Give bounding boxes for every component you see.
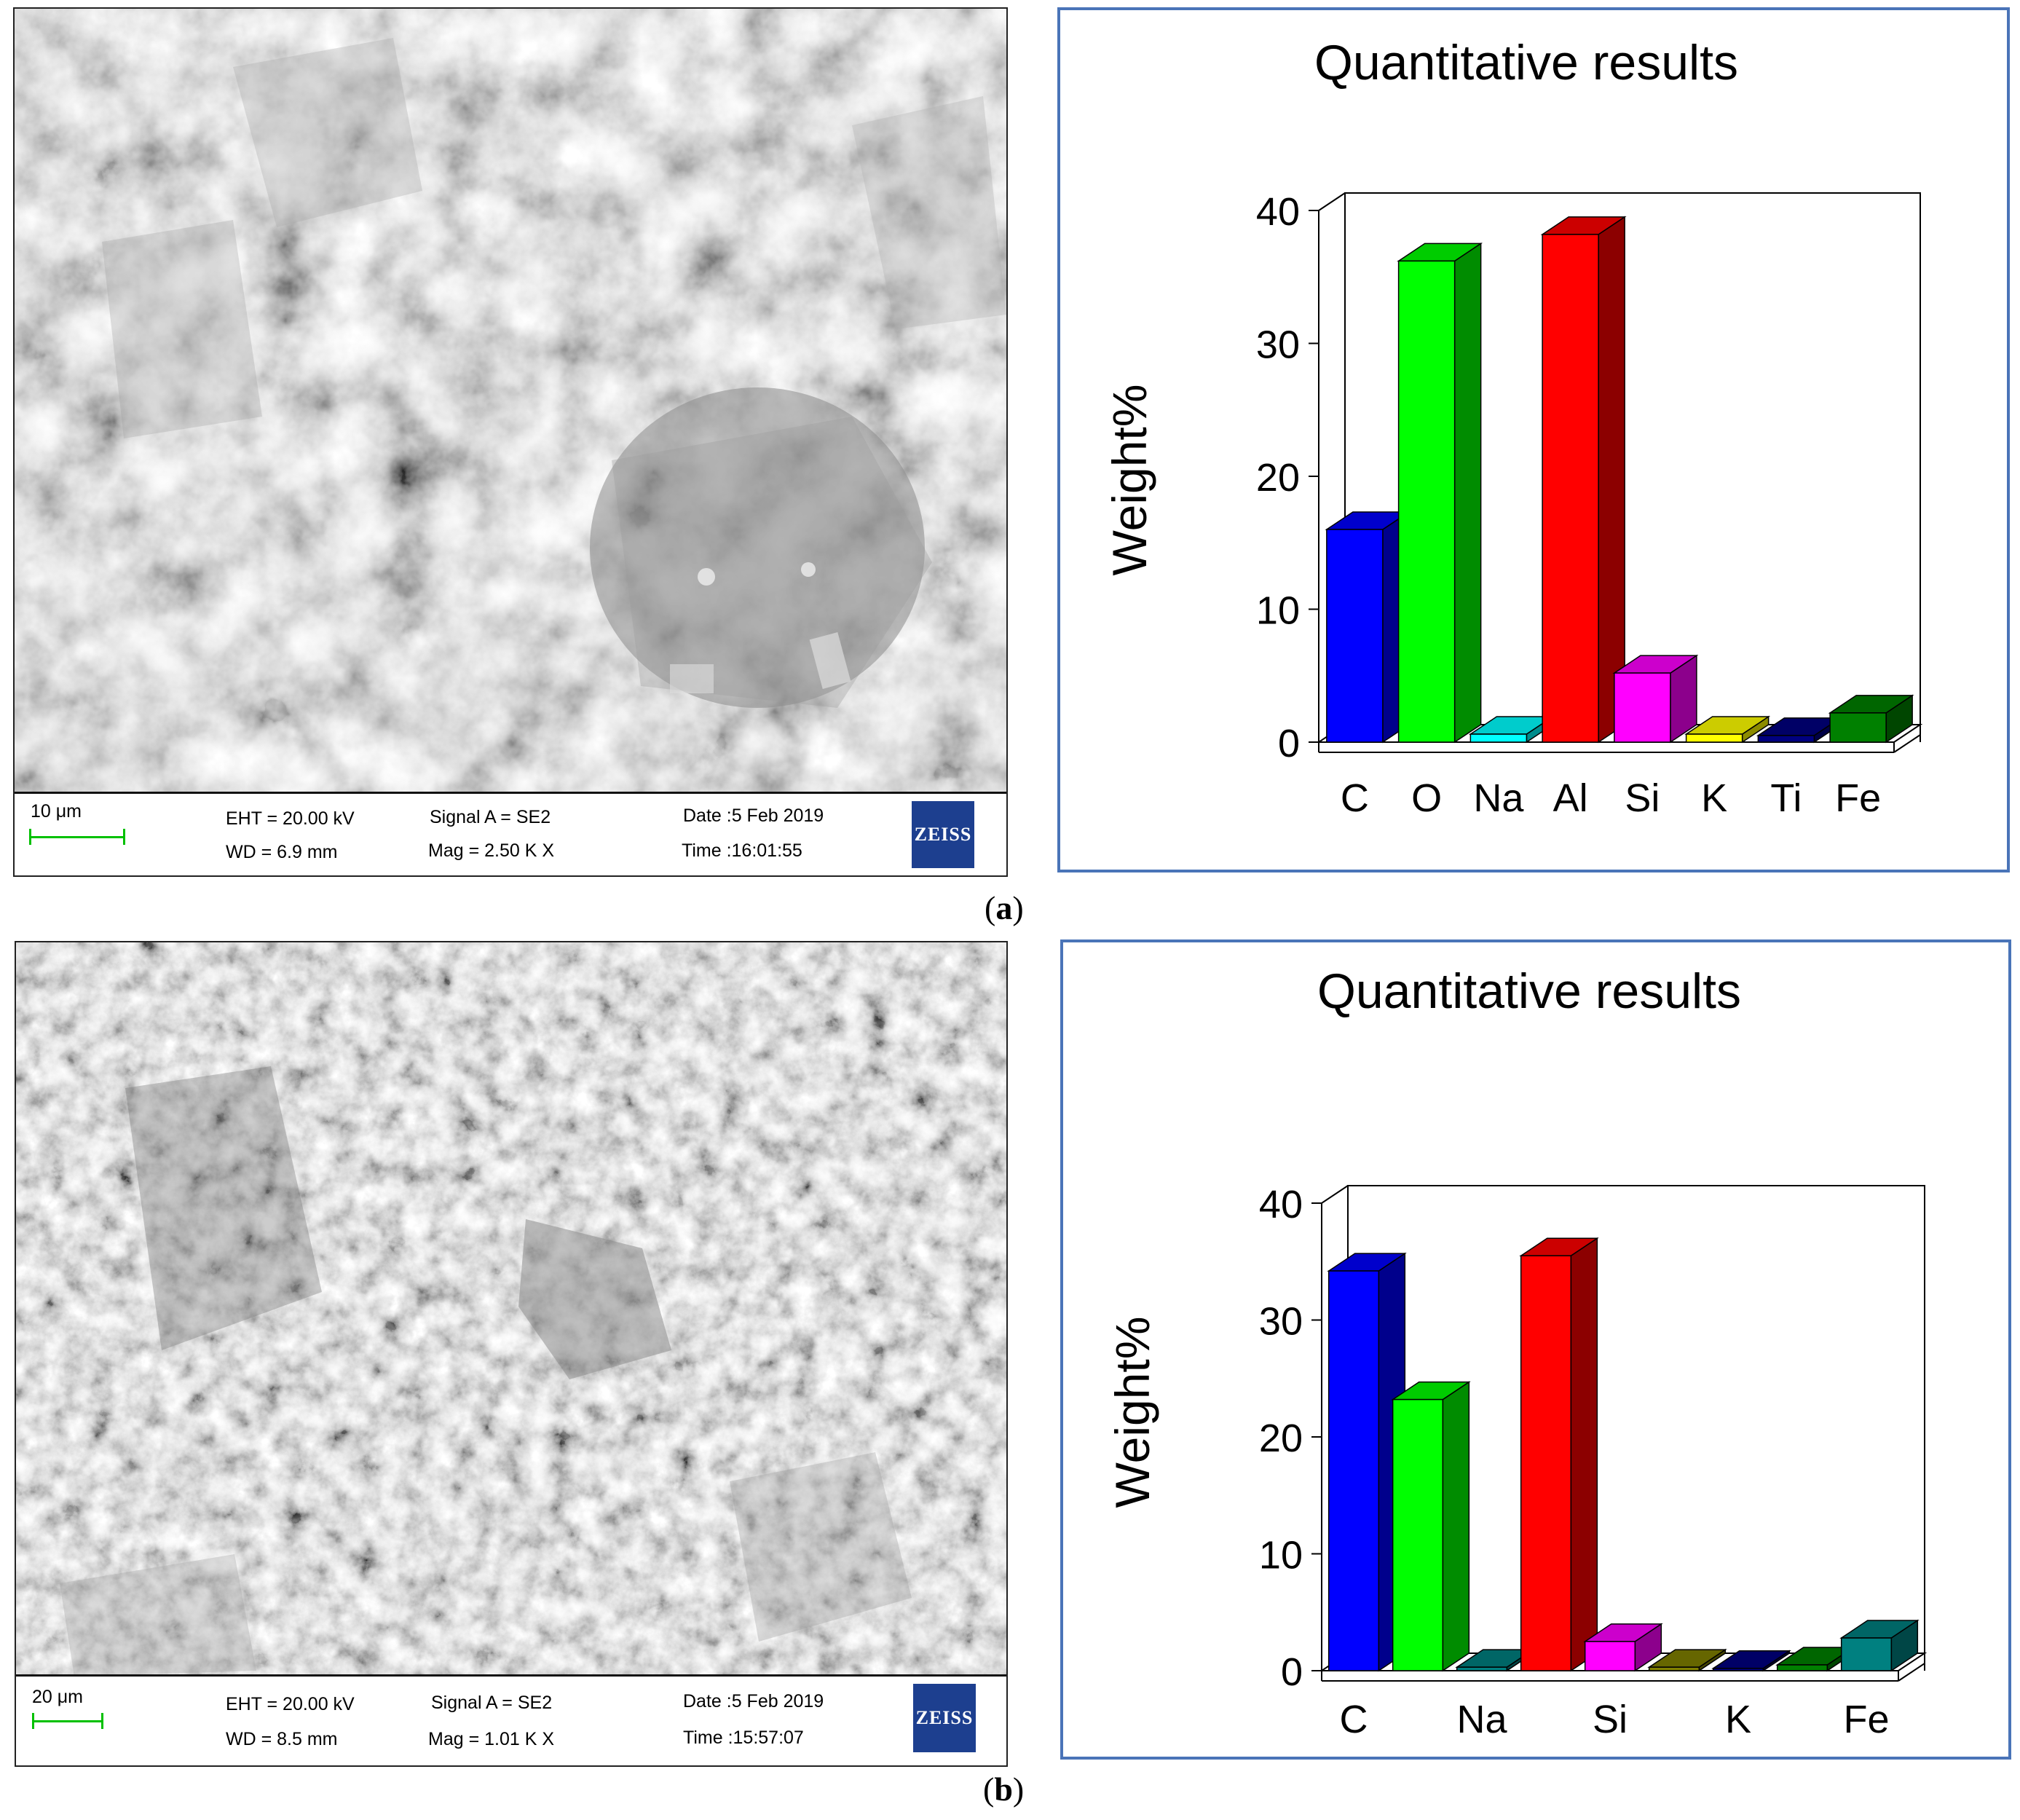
- figure-label-a: a: [995, 889, 1013, 926]
- y-axis-label-a: Weight%: [1102, 385, 1156, 576]
- bar-front-b-Al: [1520, 1255, 1572, 1671]
- bar-front-b-K: [1712, 1668, 1764, 1671]
- x-axis-depth-a: [1893, 734, 1921, 753]
- mag-value-b: Mag = 1.01 K X: [428, 1729, 555, 1749]
- zeiss-logo-a: ZEISS: [912, 801, 974, 868]
- figure-caption-a: (a): [985, 889, 1024, 926]
- wd-value-b: WD = 8.5 mm: [226, 1729, 338, 1749]
- bar-front-b-C: [1327, 1270, 1380, 1671]
- sem-data-bar-b: 20 μm EHT = 20.00 kV WD = 8.5 mm Signal …: [16, 1674, 1006, 1765]
- bar-a-Al: [1540, 216, 1627, 744]
- eds-chart-panel-a: Quantitative results Weight% 0 10 20 30 40 C O Na…: [1057, 7, 2010, 872]
- x-tick-label-b-Si: Si: [1593, 1698, 1628, 1741]
- bar-front-a-Fe: [1829, 712, 1887, 743]
- bar-front-a-Si: [1614, 672, 1671, 743]
- zeiss-logo-b: ZEISS: [913, 1684, 976, 1752]
- sem-image-a: [15, 9, 1006, 794]
- x-tick-label-b-Na: Na: [1456, 1698, 1507, 1741]
- y-tick-label-b-20: 20: [1259, 1417, 1303, 1460]
- bar-b-S: [1647, 1648, 1727, 1672]
- y-axis-label-b: Weight%: [1105, 1317, 1159, 1508]
- x-tick-label-a-Si: Si: [1625, 776, 1660, 820]
- bar-side-a-Al: [1598, 216, 1625, 744]
- bar-side-b-Al: [1570, 1237, 1598, 1672]
- y-tick-label-b-30: 30: [1259, 1300, 1303, 1344]
- y-tick-label-b-40: 40: [1259, 1183, 1303, 1226]
- back-wall-a: [1344, 192, 1921, 725]
- x-tick-label-a-Ti: Ti: [1770, 776, 1802, 820]
- figure-label-b: b: [994, 1770, 1013, 1808]
- x-tick-label-a-C: C: [1341, 776, 1369, 820]
- bar-b-K: [1711, 1650, 1791, 1672]
- bar-a-Si: [1612, 654, 1699, 744]
- wall-edge-top-a: [1318, 192, 1346, 211]
- bar-front-a-Al: [1542, 234, 1599, 743]
- bar-a-Fe: [1828, 694, 1914, 744]
- x-tick-label-b-C: C: [1340, 1698, 1368, 1741]
- wall-edge-top-b: [1321, 1185, 1349, 1204]
- bar-b-Si: [1583, 1623, 1663, 1672]
- bar-b-C: [1327, 1252, 1407, 1672]
- bar-front-b-S: [1648, 1666, 1700, 1671]
- bar-a-K: [1684, 715, 1771, 744]
- x-tick-label-a-O: O: [1411, 776, 1442, 820]
- sem-image-b: [16, 942, 1006, 1677]
- eht-value-b: EHT = 20.00 kV: [226, 1694, 355, 1714]
- time-value-a: Time :16:01:55: [682, 840, 802, 861]
- x-tick-label-a-Al: Al: [1553, 776, 1588, 820]
- signal-value-b: Signal A = SE2: [431, 1693, 553, 1713]
- bar-b-Fe: [1839, 1619, 1920, 1672]
- y-tick-label-a-30: 30: [1256, 323, 1300, 367]
- bar-front-b-O: [1392, 1398, 1444, 1671]
- y-tick-label-a-10: 10: [1256, 589, 1300, 633]
- bar-side-a-O: [1453, 242, 1482, 744]
- bar-side-b-O: [1442, 1381, 1470, 1672]
- y-tick-label-a-0: 0: [1278, 722, 1300, 765]
- mag-value-a: Mag = 2.50 K X: [428, 840, 555, 861]
- bar-a-C: [1325, 511, 1411, 744]
- y-tick-label-b-0: 0: [1281, 1650, 1303, 1694]
- eds-chart-a: Quantitative results Weight% 0 10 20 30 40 C O Na…: [1102, 35, 1923, 820]
- signal-value-a: Signal A = SE2: [430, 807, 551, 827]
- sem-micrograph-a: 10 μm EHT = 20.00 kV WD = 6.9 mm Signal …: [13, 7, 1008, 877]
- scale-label-a: 10 μm: [31, 801, 82, 822]
- bar-front-b-Fe: [1840, 1637, 1893, 1671]
- bar-a-O: [1397, 242, 1483, 744]
- chart-title-a: Quantitative results: [1314, 35, 1738, 90]
- bar-front-b-Si: [1584, 1641, 1636, 1671]
- bar-front-b-Na: [1456, 1666, 1508, 1671]
- eht-value-a: EHT = 20.00 kV: [226, 808, 355, 829]
- eds-chart-panel-b: Quantitative resultsWeight%010203040CONa…: [1060, 939, 2011, 1760]
- date-value-a: Date :5 Feb 2019: [683, 805, 824, 826]
- bar-b-Al: [1519, 1237, 1599, 1672]
- bar-front-a-O: [1397, 260, 1456, 743]
- y-tick-label-b-10: 10: [1259, 1534, 1303, 1577]
- wd-value-a: WD = 6.9 mm: [226, 842, 338, 862]
- x-tick-label-a-K: K: [1701, 776, 1727, 820]
- sem-data-bar-a: 10 μm EHT = 20.00 kV WD = 6.9 mm Signal …: [15, 792, 1006, 875]
- y-tick-label-a-40: 40: [1256, 190, 1300, 234]
- x-tick-label-b-Fe: Fe: [1843, 1698, 1889, 1741]
- figure-caption-b: (b): [983, 1770, 1025, 1808]
- bar-front-a-K: [1685, 733, 1743, 743]
- bar-front-a-Na: [1469, 733, 1528, 743]
- x-tick-label-a-Na: Na: [1473, 776, 1524, 820]
- y-tick-label-a-20: 20: [1256, 456, 1300, 500]
- sem-micrograph-b: 20 μm EHT = 20.00 kV WD = 8.5 mm Signal …: [15, 941, 1008, 1767]
- x-tick-label-a-Fe: Fe: [1835, 776, 1881, 820]
- scale-label-b: 20 μm: [32, 1687, 83, 1707]
- x-tick-label-b-K: K: [1725, 1698, 1751, 1741]
- scale-bar-a: [29, 829, 125, 845]
- x-axis-depth-b: [1898, 1663, 1925, 1682]
- bar-front-a-C: [1326, 529, 1384, 743]
- bar-b-O: [1391, 1381, 1471, 1672]
- scale-bar-b: [32, 1713, 103, 1729]
- chart-title-b: Quantitative results: [1317, 964, 1741, 1019]
- date-value-b: Date :5 Feb 2019: [683, 1691, 824, 1711]
- eds-chart-b: Quantitative resultsWeight%010203040CONa…: [1105, 964, 1928, 1741]
- bar-front-a-Ti: [1757, 735, 1815, 743]
- time-value-b: Time :15:57:07: [683, 1728, 804, 1748]
- bar-front-b-Ca: [1776, 1664, 1828, 1671]
